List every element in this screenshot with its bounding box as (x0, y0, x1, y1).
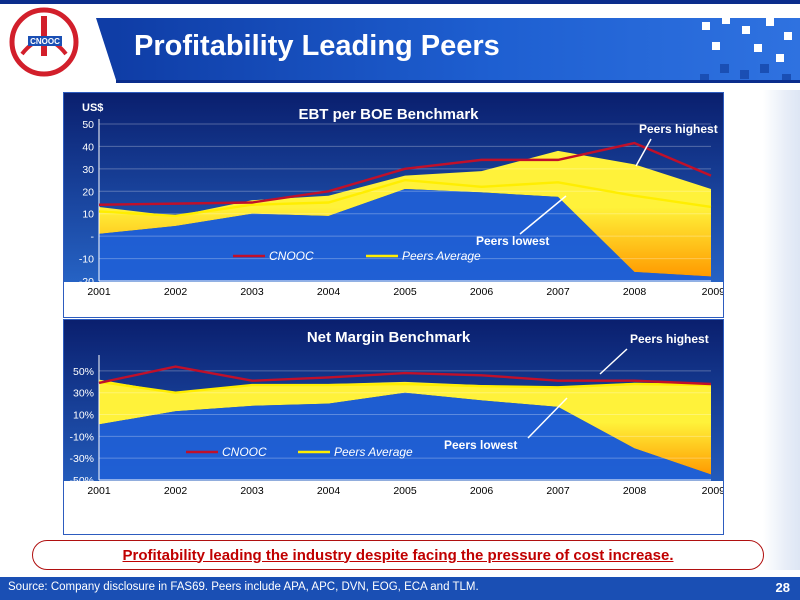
y-tick-label: 30 (82, 164, 94, 176)
y-tick-label: 10% (73, 410, 94, 422)
x-tick-label: 2008 (623, 485, 647, 497)
title-bar (96, 18, 800, 80)
peers-lowest-area (99, 392, 711, 480)
annotation-peers-lowest: Peers lowest (476, 234, 549, 248)
source-note: Source: Company disclosure in FAS69. Pee… (8, 581, 479, 593)
annotation-arrow-lowest (519, 195, 567, 235)
cnooc-line (98, 141, 712, 206)
annotation-peers-lowest: Peers lowest (444, 438, 517, 452)
x-tick-label: 2005 (393, 286, 417, 298)
legend-label-peers-average: Peers Average (334, 445, 413, 459)
page-number: 28 (775, 580, 790, 595)
annotation-arrow-highest (599, 348, 628, 375)
peers-range-area (99, 379, 711, 475)
y-axis-label: US$ (82, 102, 103, 114)
callout-text: Profitability leading the industry despi… (122, 546, 674, 564)
x-tick-label: 2006 (470, 286, 494, 298)
x-tick-label: 2001 (87, 286, 111, 298)
cnooc-logo: CNOOC (9, 7, 79, 77)
chart-title: EBT per BOE Benchmark (298, 106, 479, 123)
annotation-peers-highest: Peers highest (630, 332, 709, 346)
x-axis-strip (64, 481, 723, 534)
cnooc-line (98, 365, 712, 386)
svg-text:CNOOC: CNOOC (30, 37, 60, 46)
x-tick-label: 2002 (164, 286, 188, 298)
x-tick-label: 2005 (393, 485, 417, 497)
y-tick-label: -10 (79, 254, 94, 266)
top-rule (0, 0, 800, 4)
peers-average-line (98, 380, 712, 394)
x-tick-label: 2009 (702, 485, 723, 497)
chart-title: Net Margin Benchmark (307, 329, 471, 346)
net-margin-chart: -50%-30%-10%10%30%50%2001200220032004200… (64, 320, 723, 534)
x-tick-label: 2004 (317, 485, 341, 497)
x-axis-strip (64, 282, 723, 317)
legend-label-cnooc: CNOOC (269, 249, 314, 263)
y-tick-label: 30% (73, 388, 94, 400)
annotation-arrow-highest (635, 138, 652, 167)
y-tick-label: 50% (73, 366, 94, 378)
y-tick-label: 40 (82, 141, 94, 153)
y-tick-label: - (91, 231, 95, 243)
peers-average-line (98, 178, 712, 218)
slide-title: Profitability Leading Peers (134, 30, 500, 62)
net-margin-chart-panel: -50%-30%-10%10%30%50%2001200220032004200… (63, 319, 724, 535)
ebt-chart-panel: -20-10-102030405020012002200320042005200… (63, 92, 724, 318)
x-tick-label: 2007 (546, 485, 570, 497)
callout-box: Profitability leading the industry despi… (32, 540, 764, 570)
y-tick-label: -30% (69, 453, 94, 465)
y-tick-label: 20 (82, 186, 94, 198)
peers-lowest-area (99, 189, 711, 281)
ebt-per-boe-chart: -20-10-102030405020012002200320042005200… (64, 93, 723, 317)
y-tick-label: 50 (82, 119, 94, 131)
footer-bar: Source: Company disclosure in FAS69. Pee… (0, 577, 800, 600)
annotation-arrow-lowest (527, 397, 568, 439)
x-tick-label: 2003 (240, 286, 264, 298)
y-tick-label: -10% (69, 431, 94, 443)
x-tick-label: 2009 (702, 286, 723, 298)
x-tick-label: 2007 (546, 286, 570, 298)
annotation-peers-highest: Peers highest (639, 122, 718, 136)
title-underline (116, 80, 800, 83)
x-tick-label: 2003 (240, 485, 264, 497)
pixel-decoration (700, 16, 792, 83)
legend-label-peers-average: Peers Average (402, 249, 481, 263)
legend-label-cnooc: CNOOC (222, 445, 267, 459)
x-tick-label: 2002 (164, 485, 188, 497)
decorative-stripe (763, 90, 800, 570)
x-tick-label: 2008 (623, 286, 647, 298)
x-tick-label: 2004 (317, 286, 341, 298)
x-tick-label: 2001 (87, 485, 111, 497)
x-tick-label: 2006 (470, 485, 494, 497)
y-tick-label: 10 (82, 209, 94, 221)
